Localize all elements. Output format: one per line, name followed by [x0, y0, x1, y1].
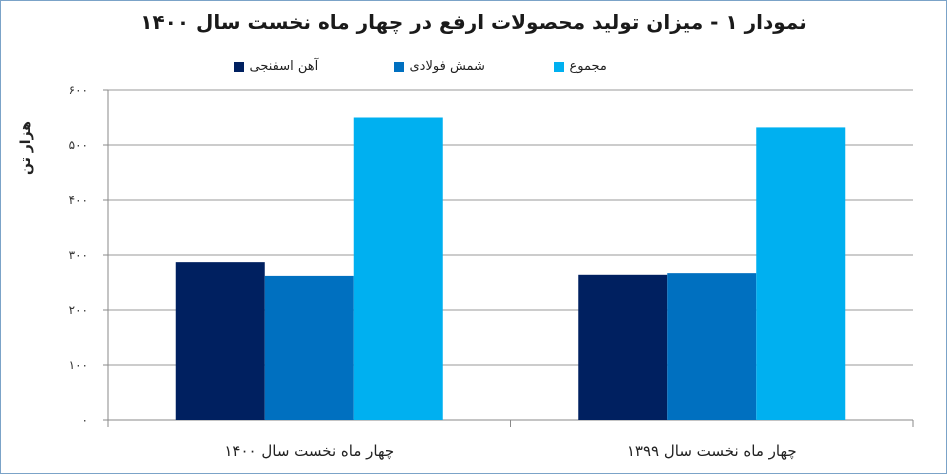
ytick-label-200: ۲۰۰: [69, 303, 88, 317]
legend-item-series-1: شمش فولادی: [393, 59, 554, 74]
ytick-label-0: ۰: [82, 413, 88, 427]
legend-swatch-series-0: [233, 61, 244, 72]
chart-title: نمودار ۱ - میزان تولید محصولات ارفع در چ…: [140, 10, 807, 34]
category-label-0: چهار ماه نخست سال ۱۴۰۰: [224, 442, 394, 460]
legend-swatch-series-1: [393, 61, 404, 72]
legend-item-series-0: آهن اسفنجی: [233, 59, 394, 74]
legend-label-series-0: آهن اسفنجی: [249, 59, 319, 74]
category-label-1: چهار ماه نخست سال ۱۳۹۹: [627, 442, 797, 460]
chart-legend: آهن اسفنجی شمش فولادی مجموع: [0, 59, 947, 74]
legend-label-series-2: مجموع: [569, 59, 607, 74]
y-axis-label: هزار تن: [18, 121, 34, 175]
ytick-label-500: ۵۰۰: [69, 138, 88, 152]
bar-cat0-series1: [264, 275, 354, 420]
bar-cat1-series2: [756, 127, 846, 421]
bar-cat0-series2: [353, 117, 443, 420]
ytick-label-400: ۴۰۰: [69, 193, 88, 207]
ytick-label-300: ۳۰۰: [69, 248, 88, 262]
legend-swatch-series-2: [553, 61, 564, 72]
legend-item-series-2: مجموع: [553, 59, 714, 74]
bar-cat1-series0: [578, 274, 668, 420]
ytick-label-100: ۱۰۰: [69, 358, 88, 372]
bar-cat0-series0: [175, 262, 265, 420]
bar-cat1-series1: [667, 273, 757, 420]
ytick-label-600: ۶۰۰: [69, 83, 88, 97]
legend-label-series-1: شمش فولادی: [409, 59, 485, 74]
